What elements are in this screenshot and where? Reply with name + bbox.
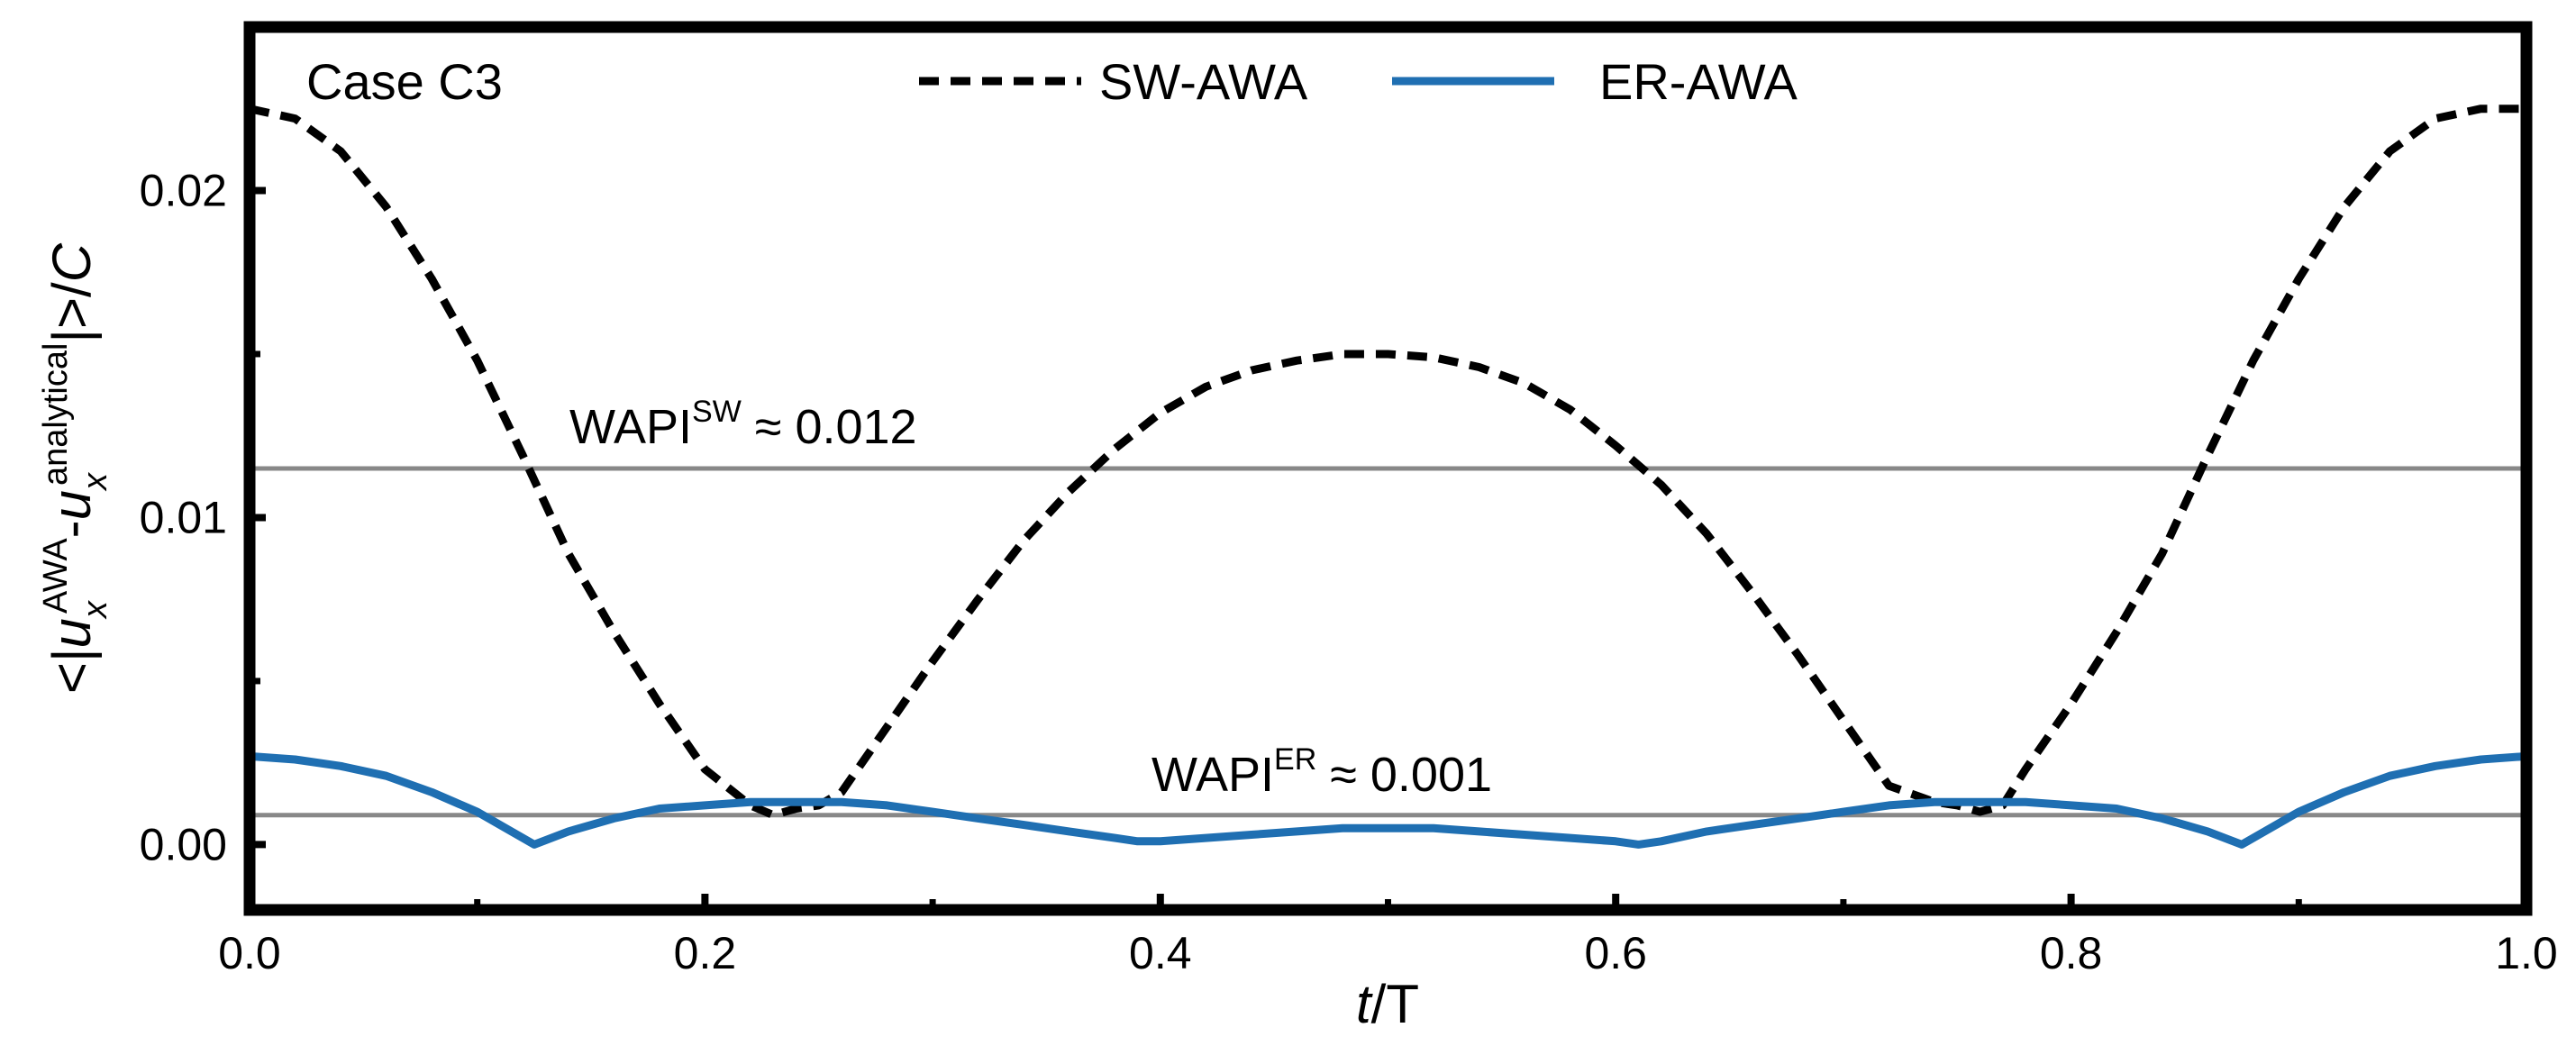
case-label: Case C3 bbox=[306, 53, 503, 110]
y-tick-label: 0.00 bbox=[140, 819, 227, 869]
annotation-wapi-er: WAPIER ≈ 0.001 bbox=[1151, 742, 1492, 802]
x-tick-label: 0.0 bbox=[218, 928, 281, 978]
x-tick-label: 0.6 bbox=[1584, 928, 1647, 978]
x-tick-label: 0.2 bbox=[674, 928, 737, 978]
y-tick-label: 0.01 bbox=[140, 492, 227, 542]
y-tick-label: 0.02 bbox=[140, 165, 227, 215]
x-axis-title: t/T bbox=[1356, 974, 1419, 1034]
legend-label-er-awa: ER-AWA bbox=[1599, 53, 1798, 110]
legend-label-sw-awa: SW-AWA bbox=[1099, 53, 1308, 110]
x-tick-label: 0.8 bbox=[2040, 928, 2103, 978]
legend: SW-AWA ER-AWA bbox=[919, 53, 1798, 110]
x-tick-label: 1.0 bbox=[2495, 928, 2558, 978]
x-tick-label: 0.4 bbox=[1129, 928, 1192, 978]
tick-labels: 0.0 0.2 0.4 0.6 0.8 1.0 0.00 0.01 0.02 bbox=[140, 165, 2558, 978]
annotation-wapi-sw: WAPISW ≈ 0.012 bbox=[569, 395, 917, 454]
series-line-sw-awa bbox=[249, 105, 2526, 820]
series-line-er-awa bbox=[249, 751, 2527, 849]
y-axis-title: <|uxAWA-uxanalytical|>/C bbox=[37, 242, 114, 694]
plot-frame bbox=[243, 21, 2533, 916]
series-group bbox=[249, 105, 2527, 849]
